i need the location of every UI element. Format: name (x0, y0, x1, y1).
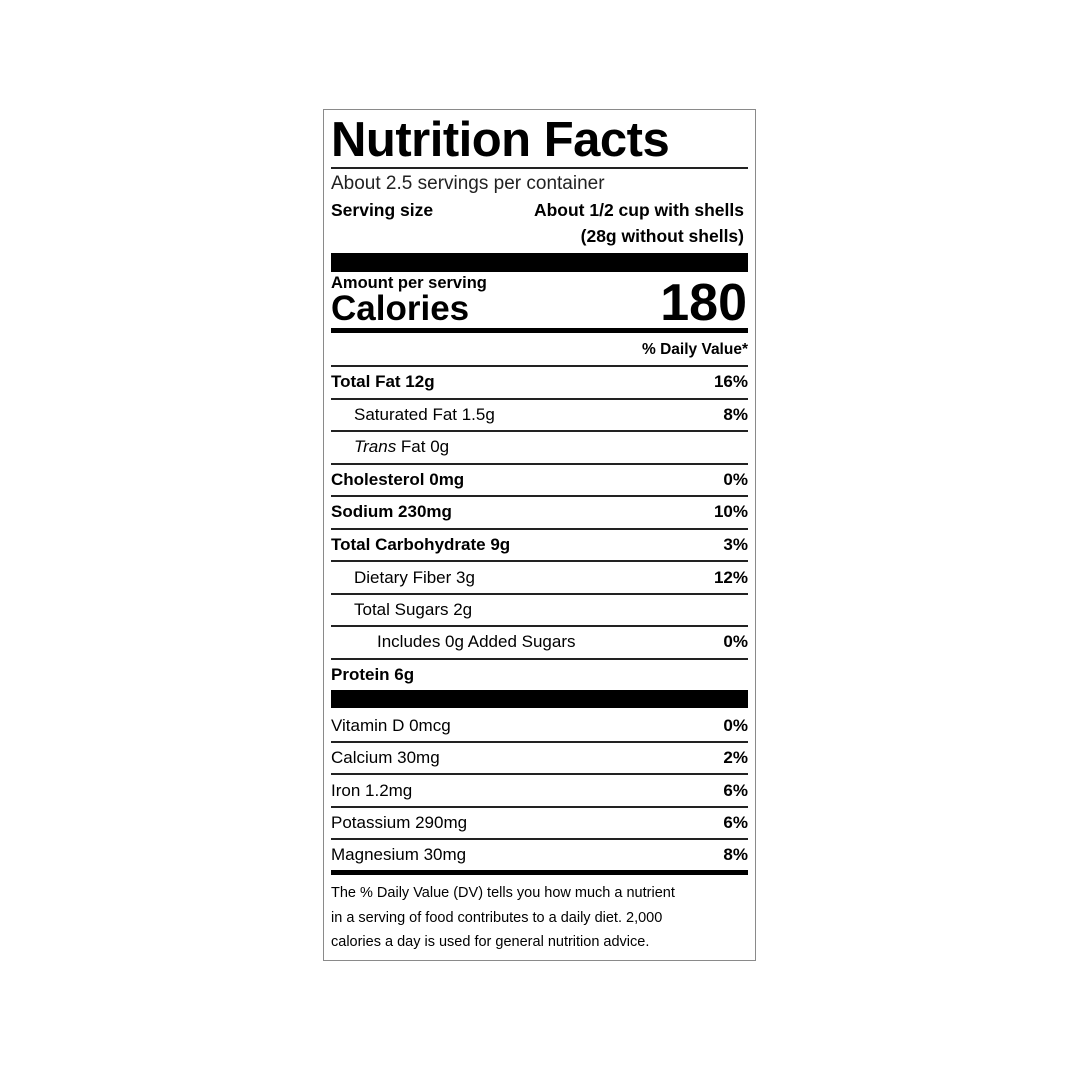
divider (331, 398, 748, 400)
divider (331, 528, 748, 530)
medium-divider (331, 328, 748, 333)
divider (331, 593, 748, 595)
divider (331, 463, 748, 465)
vitamin-row-potassium: Potassium 290mg 6% (331, 807, 748, 839)
nutrient-dv: 12% (713, 568, 748, 587)
nutrient-row-saturated-fat: Saturated Fat 1.5g 8% (331, 399, 748, 431)
vitamin-dv: 2% (723, 748, 748, 767)
serving-size-value: About 1/2 cup with shells (533, 200, 744, 220)
divider (331, 838, 748, 840)
nutrient-row-trans-fat: Trans Fat 0g (331, 431, 748, 463)
amount-per-serving: Amount per serving (331, 274, 487, 292)
nutrient-row-total-sugars: Total Sugars 2g (331, 594, 748, 626)
nutrient-dv: 0% (723, 632, 748, 651)
serving-size-weight: (28g without shells) (580, 226, 744, 246)
footnote-line: The % Daily Value (DV) tells you how muc… (331, 885, 675, 901)
calories-label: Calories (331, 289, 470, 328)
divider (331, 167, 748, 169)
divider (331, 658, 748, 660)
nutrient-name: Protein 6g (331, 665, 415, 684)
footnote: The % Daily Value (DV) tells you how muc… (331, 881, 748, 955)
nutrient-row-dietary-fiber: Dietary Fiber 3g 12% (331, 562, 748, 594)
serving-size-label: Serving size (331, 200, 434, 220)
thick-divider (331, 690, 748, 708)
vitamin-row-magnesium: Magnesium 30mg 8% (331, 839, 748, 871)
divider (331, 625, 748, 627)
nutrient-row-added-sugars: Includes 0g Added Sugars 0% (331, 626, 748, 658)
divider (331, 560, 748, 562)
divider (331, 365, 748, 367)
nutrient-row-sodium: Sodium 230mg 10% (331, 496, 748, 528)
vitamin-dv: 0% (723, 716, 748, 735)
vitamin-name: Magnesium 30mg (331, 845, 467, 864)
nutrient-dv: 3% (723, 535, 748, 554)
vitamin-row-iron: Iron 1.2mg 6% (331, 775, 748, 807)
nutrient-row-total-carbohydrate: Total Carbohydrate 9g 3% (331, 529, 748, 561)
nutrient-dv: 10% (713, 502, 748, 521)
nutrition-label (323, 109, 756, 961)
servings-per-container: About 2.5 servings per container (331, 173, 605, 194)
vitamin-row-calcium: Calcium 30mg 2% (331, 742, 748, 774)
nutrient-name: Sodium 230mg (331, 502, 452, 521)
divider (331, 741, 748, 743)
vitamin-name: Calcium 30mg (331, 748, 440, 767)
divider (331, 430, 748, 432)
footnote-line: calories a day is used for general nutri… (331, 934, 650, 950)
daily-value-header: % Daily Value* (642, 341, 748, 358)
nutrient-row-total-fat: Total Fat 12g 16% (331, 366, 748, 398)
nutrient-row-cholesterol: Cholesterol 0mg 0% (331, 464, 748, 496)
vitamin-dv: 8% (723, 845, 748, 864)
vitamin-dv: 6% (723, 781, 748, 800)
nutrient-name: Trans Fat 0g (354, 431, 449, 463)
nutrient-name: Total Carbohydrate 9g (331, 535, 511, 554)
medium-divider (331, 870, 748, 875)
nutrient-name: Total Sugars 2g (354, 600, 473, 619)
divider (331, 773, 748, 775)
vitamin-name: Vitamin D 0mcg (331, 716, 451, 735)
nutrient-name: Includes 0g Added Sugars (377, 632, 576, 651)
nutrient-dv: 8% (723, 405, 748, 424)
nutrient-name: Saturated Fat 1.5g (354, 405, 495, 424)
footnote-line: in a serving of food contributes to a da… (331, 909, 663, 926)
divider (331, 806, 748, 808)
divider (331, 495, 748, 497)
vitamin-name: Iron 1.2mg (331, 781, 413, 800)
nutrient-name: Total Fat 12g (331, 372, 435, 391)
vitamin-name: Potassium 290mg (331, 813, 468, 832)
nutrient-name: Dietary Fiber 3g (354, 568, 475, 587)
nutrient-row-protein: Protein 6g (331, 659, 748, 691)
nutrient-name: Cholesterol 0mg (331, 470, 465, 489)
nutrient-dv: 0% (723, 470, 748, 489)
trans-italic: Trans (354, 437, 397, 456)
calories-value: 180 (660, 274, 747, 332)
nutrient-dv: 16% (713, 372, 748, 391)
vitamin-row-vitamin-d: Vitamin D 0mcg 0% (331, 710, 748, 742)
vitamin-dv: 6% (723, 813, 748, 832)
trans-fat-text: Fat 0g (396, 437, 450, 456)
thick-divider (331, 253, 748, 272)
label-title: Nutrition Facts (331, 113, 670, 167)
